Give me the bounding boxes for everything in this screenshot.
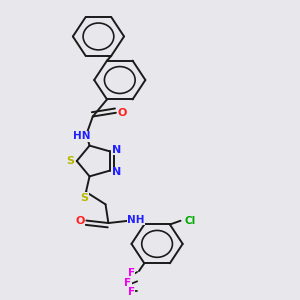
Text: N: N xyxy=(112,167,121,177)
Text: HN: HN xyxy=(74,131,91,141)
Text: F: F xyxy=(124,278,131,288)
Text: NH: NH xyxy=(128,215,145,225)
Text: F: F xyxy=(128,268,135,278)
Text: F: F xyxy=(128,287,135,297)
Text: O: O xyxy=(118,108,127,118)
Text: N: N xyxy=(112,145,121,154)
Text: O: O xyxy=(75,215,85,226)
Text: S: S xyxy=(66,156,74,166)
Text: S: S xyxy=(80,193,88,202)
Text: Cl: Cl xyxy=(184,216,195,226)
